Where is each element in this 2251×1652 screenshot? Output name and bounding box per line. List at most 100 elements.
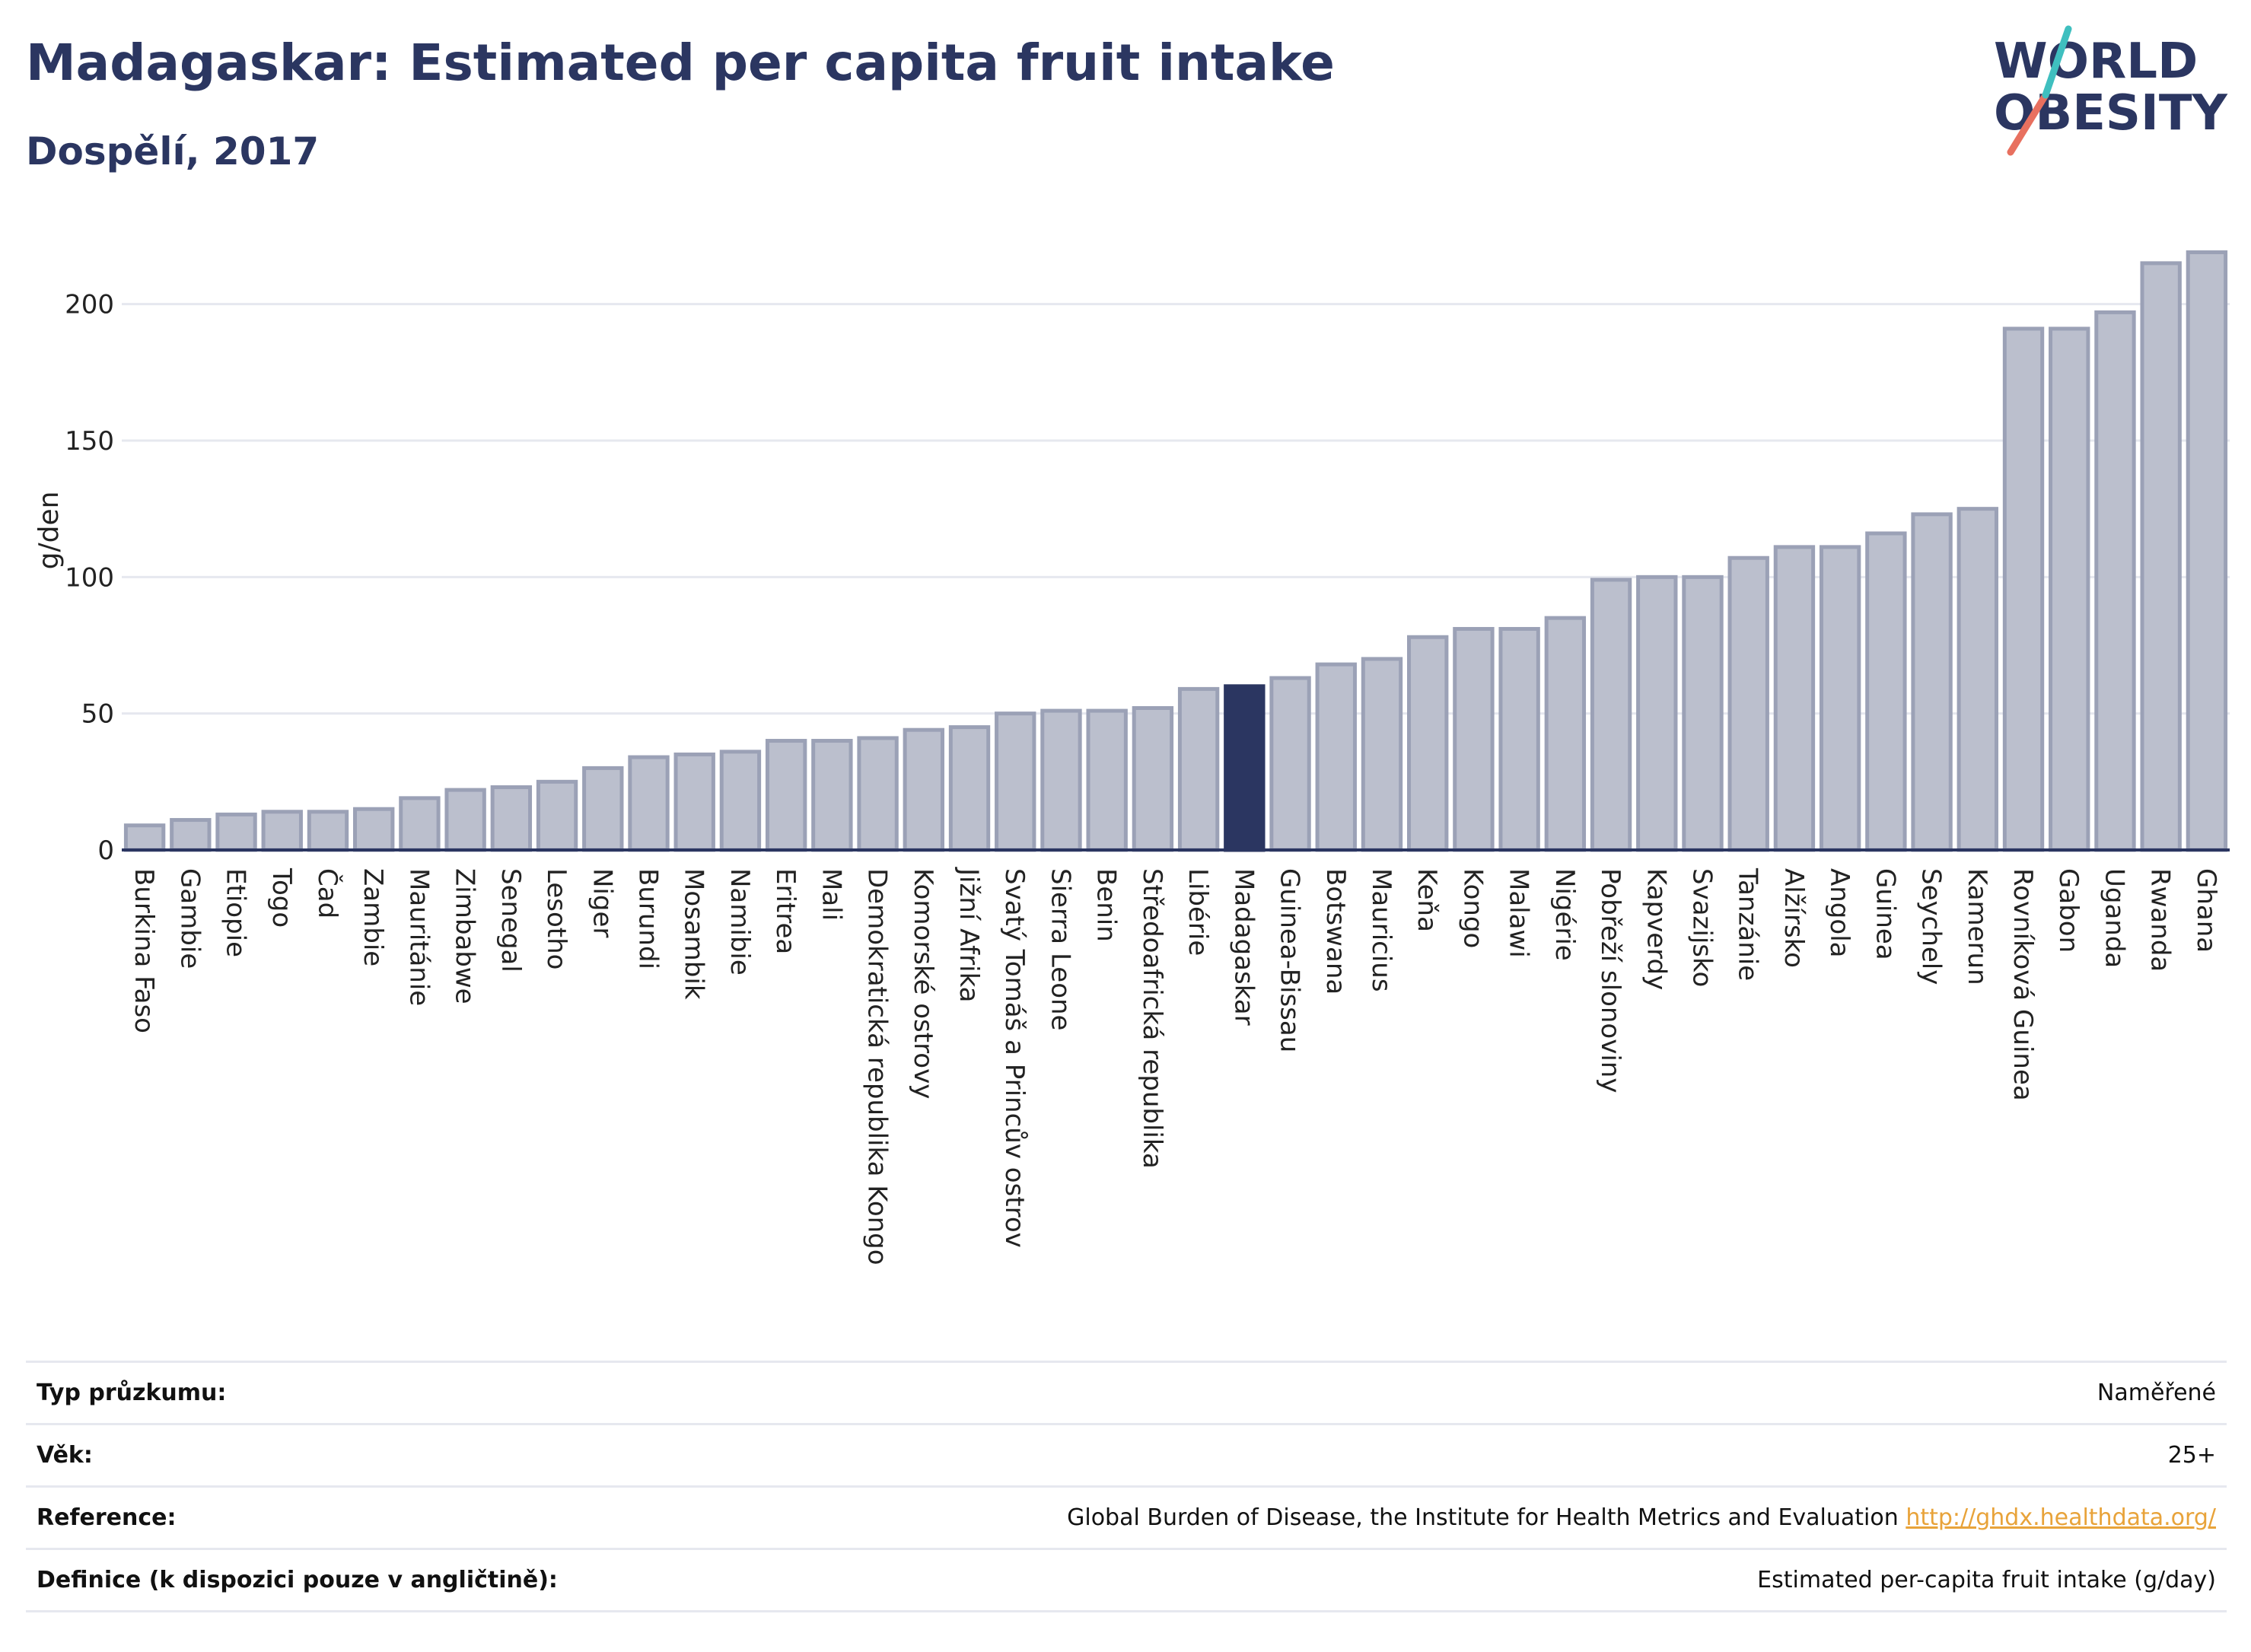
bar-chart: 0 50 100 150 200 Burkina Faso Gambie Etiopie To…	[33, 250, 2230, 1265]
x-tick-label: Niger	[587, 868, 617, 937]
info-value-text: Global Burden of Disease, the Institute …	[1067, 1504, 1899, 1531]
info-key: Reference:	[37, 1504, 177, 1531]
bar[interactable]	[2094, 310, 2136, 852]
x-tick-label: Zambie	[358, 868, 388, 966]
x-tick-label: Kapverdy	[1641, 868, 1671, 990]
bar[interactable]	[123, 823, 166, 852]
bar[interactable]	[903, 727, 944, 852]
chart-subtitle: Dospělí, 2017	[26, 129, 320, 173]
y-tick-label: 100	[65, 562, 114, 593]
x-tick-label: Sierra Leone	[1045, 868, 1075, 1030]
logo-line1: WORLD	[1994, 33, 2198, 90]
bar[interactable]	[1956, 507, 1998, 852]
x-tick-label: Namibie	[724, 868, 755, 976]
bar[interactable]	[2140, 261, 2182, 852]
y-ticks-layer: 0 50 100 150 200	[65, 290, 114, 866]
x-tick-label: Mosambik	[679, 868, 709, 1000]
bar[interactable]	[1590, 578, 1632, 852]
bar[interactable]	[2049, 326, 2090, 852]
bar[interactable]	[1132, 705, 1174, 852]
x-tick-label: Lesotho	[541, 868, 572, 969]
bar[interactable]	[1773, 545, 1816, 852]
bar[interactable]	[1544, 616, 1587, 852]
x-tick-label: Guinea-Bissau	[1275, 868, 1305, 1052]
bar[interactable]	[2186, 250, 2228, 852]
x-tick-label: Libérie	[1183, 868, 1213, 956]
logo-slash-lower	[2007, 91, 2049, 156]
y-tick-label: 150	[65, 426, 114, 457]
info-row: Věk: 25+	[26, 1424, 2227, 1487]
bar[interactable]	[1682, 575, 1724, 852]
bar[interactable]	[261, 810, 303, 852]
x-tick-label: Zimbabwe	[450, 868, 480, 1004]
x-tick-label: Uganda	[2099, 868, 2129, 968]
bar[interactable]	[995, 711, 1036, 852]
info-value-text: Estimated per-capita fruit intake (g/day…	[1757, 1567, 2216, 1593]
info-key: Definice (k dispozici pouze v angličtině…	[37, 1567, 558, 1593]
x-tick-label: Pobřeží slonoviny	[1595, 868, 1625, 1093]
x-tick-label: Seychely	[1916, 868, 1947, 985]
bar[interactable]	[1453, 626, 1495, 852]
x-tick-label: Mauricius	[1366, 868, 1396, 992]
bar[interactable]	[628, 755, 670, 852]
bar[interactable]	[1498, 626, 1540, 852]
info-value-text: Naměřené	[2097, 1380, 2216, 1406]
info-row: Reference: Global Burden of Disease, the …	[26, 1486, 2227, 1549]
x-tick-label: Čad	[312, 868, 343, 918]
bar[interactable]	[1361, 657, 1403, 852]
y-axis-title: g/den	[33, 492, 65, 570]
bar[interactable]	[1086, 708, 1128, 852]
bar[interactable]	[215, 812, 257, 852]
bar[interactable]	[1636, 575, 1678, 852]
bar[interactable]	[857, 736, 899, 852]
bar[interactable]	[948, 725, 991, 852]
bar[interactable]	[1911, 512, 1953, 852]
bar[interactable]	[536, 779, 578, 852]
bar[interactable]	[1224, 684, 1266, 852]
bar[interactable]	[1727, 555, 1769, 852]
x-tick-label: Eritrea	[770, 868, 801, 954]
bar[interactable]	[1865, 531, 1907, 852]
bar[interactable]	[582, 766, 624, 852]
bar[interactable]	[811, 739, 853, 852]
x-tick-label: Keňa	[1412, 868, 1442, 932]
x-tick-label: Mali	[816, 868, 846, 921]
x-tick-label: Rwanda	[2145, 868, 2176, 972]
bar[interactable]	[673, 752, 715, 852]
logo-slash-upper	[2042, 25, 2072, 99]
bar[interactable]	[1407, 635, 1449, 852]
bar[interactable]	[1040, 708, 1082, 852]
x-tick-label: Mauritánie	[403, 868, 434, 1006]
bar[interactable]	[1819, 545, 1861, 852]
bar[interactable]	[399, 796, 441, 852]
info-value: 25+	[723, 1424, 2227, 1487]
reference-link[interactable]: http://ghdx.healthdata.org/	[1906, 1504, 2216, 1531]
bar[interactable]	[765, 739, 807, 852]
bar[interactable]	[1269, 676, 1311, 852]
bar[interactable]	[490, 785, 533, 852]
x-tick-label: Burkina Faso	[129, 868, 159, 1033]
x-tick-label: Kamerun	[1962, 868, 1992, 985]
info-value: Naměřené	[723, 1362, 2227, 1424]
x-tick-label: Tanzánie	[1733, 867, 1763, 981]
x-tick-label: Ghana	[2191, 868, 2221, 953]
chart-title: Madagaskar: Estimated per capita fruit i…	[26, 33, 1335, 92]
bar[interactable]	[1315, 662, 1357, 852]
bar[interactable]	[1177, 686, 1220, 852]
bar[interactable]	[307, 810, 349, 852]
x-tick-label: Etiopie	[221, 868, 251, 957]
bar[interactable]	[719, 750, 762, 852]
x-tick-label: Madagaskar	[1228, 868, 1259, 1026]
bars-layer	[123, 250, 2228, 852]
bar[interactable]	[170, 818, 212, 852]
x-tick-label: Togo	[266, 867, 297, 928]
bar[interactable]	[353, 807, 395, 852]
x-tick-label: Burundi	[633, 868, 664, 969]
bar[interactable]	[2002, 326, 2045, 852]
bar[interactable]	[444, 788, 486, 852]
x-tick-label: Nigérie	[1549, 868, 1580, 961]
info-value-text: 25+	[2167, 1442, 2216, 1469]
world-obesity-logo: WORLD OBESITY	[1994, 25, 2227, 156]
info-row: Definice (k dispozici pouze v angličtině…	[26, 1549, 2227, 1612]
x-tick-label: Gabon	[2053, 868, 2084, 953]
